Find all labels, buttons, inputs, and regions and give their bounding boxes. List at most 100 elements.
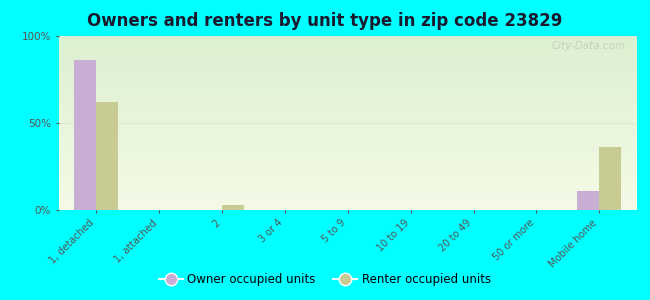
Bar <box>58 56 637 57</box>
Bar <box>58 155 637 156</box>
Bar <box>58 134 637 135</box>
Bar <box>58 179 637 180</box>
Bar <box>58 60 637 61</box>
Bar <box>58 182 637 183</box>
Bar <box>58 98 637 99</box>
Bar <box>58 71 637 72</box>
Bar <box>58 147 637 148</box>
Bar <box>58 165 637 166</box>
Legend: Owner occupied units, Renter occupied units: Owner occupied units, Renter occupied un… <box>154 269 496 291</box>
Bar <box>58 152 637 153</box>
Bar <box>58 197 637 198</box>
Bar <box>58 133 637 134</box>
Bar <box>58 123 637 124</box>
Bar <box>58 106 637 107</box>
Bar <box>58 100 637 101</box>
Bar <box>599 147 621 210</box>
Bar <box>58 156 637 157</box>
Bar <box>58 138 637 139</box>
Bar <box>58 140 637 141</box>
Bar <box>58 196 637 197</box>
Bar <box>58 143 637 144</box>
Bar <box>58 52 637 53</box>
Bar <box>58 202 637 203</box>
Bar <box>58 141 637 142</box>
Bar <box>58 114 637 115</box>
Bar <box>58 95 637 96</box>
Bar <box>58 46 637 47</box>
Bar <box>58 203 637 204</box>
Bar <box>58 205 637 206</box>
Bar <box>58 124 637 125</box>
Bar <box>58 94 637 95</box>
Bar <box>58 45 637 46</box>
Bar <box>58 112 637 113</box>
Bar <box>58 67 637 68</box>
Bar <box>58 59 637 60</box>
Bar <box>58 130 637 131</box>
Bar <box>58 38 637 39</box>
Bar <box>58 63 637 64</box>
Bar <box>58 92 637 93</box>
Bar <box>58 47 637 48</box>
Bar <box>58 154 637 155</box>
Bar <box>58 89 637 90</box>
Bar <box>58 37 637 38</box>
Bar <box>58 117 637 118</box>
Bar <box>58 70 637 71</box>
Bar <box>58 161 637 162</box>
Bar <box>58 97 637 98</box>
Bar <box>58 120 637 121</box>
Bar <box>58 160 637 161</box>
Bar <box>58 113 637 114</box>
Bar <box>58 173 637 174</box>
Bar <box>58 90 637 91</box>
Bar <box>58 194 637 195</box>
Bar <box>58 65 637 66</box>
Bar <box>58 151 637 152</box>
Bar <box>58 81 637 82</box>
Bar <box>58 183 637 184</box>
Bar <box>58 128 637 129</box>
Bar <box>58 137 637 138</box>
Bar <box>58 204 637 205</box>
Bar <box>58 131 637 132</box>
Text: Owners and renters by unit type in zip code 23829: Owners and renters by unit type in zip c… <box>87 12 563 30</box>
Bar <box>222 205 244 210</box>
Bar <box>58 122 637 123</box>
Bar <box>58 73 637 74</box>
Bar <box>58 177 637 178</box>
Bar <box>58 83 637 84</box>
Bar <box>58 48 637 49</box>
Bar <box>58 192 637 193</box>
Bar <box>577 191 599 210</box>
Text: City-Data.com: City-Data.com <box>551 41 625 51</box>
Bar <box>58 157 637 158</box>
Bar <box>58 164 637 165</box>
Bar <box>58 78 637 79</box>
Bar <box>58 209 637 210</box>
Bar <box>58 64 637 65</box>
Bar <box>58 139 637 140</box>
Bar <box>58 105 637 106</box>
Bar <box>58 74 637 75</box>
Bar <box>58 187 637 188</box>
Bar <box>58 107 637 108</box>
Bar <box>58 200 637 201</box>
Bar <box>58 49 637 50</box>
Bar <box>58 77 637 78</box>
Bar <box>58 163 637 164</box>
Bar <box>58 50 637 51</box>
Bar <box>58 69 637 70</box>
Bar <box>58 96 637 97</box>
Bar <box>58 108 637 109</box>
Bar <box>58 111 637 112</box>
Bar <box>58 149 637 150</box>
Bar <box>58 191 637 192</box>
Bar <box>58 44 637 45</box>
Bar <box>58 76 637 77</box>
Bar <box>74 60 96 210</box>
Bar <box>58 208 637 209</box>
Bar <box>58 178 637 179</box>
Bar <box>58 180 637 181</box>
